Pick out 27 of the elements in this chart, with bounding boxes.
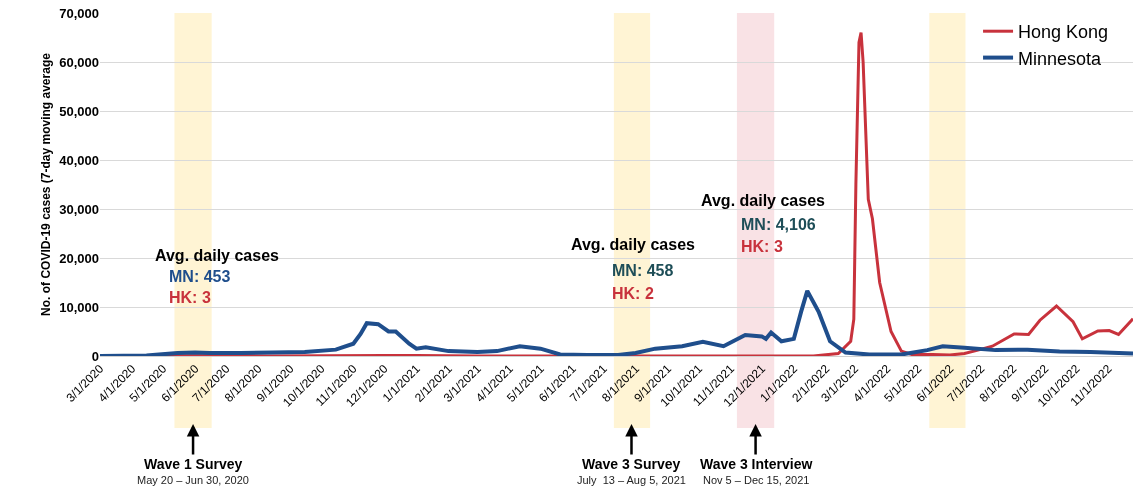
y-tick-label: 40,000 bbox=[59, 152, 99, 168]
y-tick-label: 50,000 bbox=[59, 103, 99, 119]
text: May 20 – Jun 30, 2020 bbox=[137, 474, 249, 486]
y-tick-label: 30,000 bbox=[59, 201, 99, 217]
y-tick-label: 60,000 bbox=[59, 54, 99, 70]
text: July 13 – Aug 5, 2021 bbox=[577, 474, 686, 486]
annotation: Avg. daily cases bbox=[701, 192, 826, 209]
y-tick-label: 0 bbox=[91, 348, 99, 364]
y-tick-label: 10,000 bbox=[59, 299, 99, 315]
annotation: Avg. daily cases bbox=[155, 247, 280, 264]
line-series bbox=[100, 288, 1133, 356]
text: Wave 3 Survey bbox=[582, 456, 681, 472]
text: Wave 1 Survey bbox=[144, 456, 243, 472]
text: Wave 3 Interview bbox=[700, 456, 813, 472]
annotation: HK: 3 bbox=[169, 289, 211, 306]
text: Nov 5 – Dec 15, 2021 bbox=[703, 474, 810, 486]
legend-label: Hong Kong bbox=[1018, 22, 1109, 43]
annotation: Avg. daily cases bbox=[571, 236, 696, 253]
annotation: HK: 3 bbox=[741, 238, 783, 255]
annotation: MN: 458 bbox=[612, 262, 674, 279]
legend-label: Minnesota bbox=[1018, 48, 1103, 69]
y-tick-label: 70,000 bbox=[59, 5, 99, 21]
y-axis-title: No. of COVID-19 cases (7-day moving average bbox=[38, 52, 53, 316]
annotation: MN: 453 bbox=[169, 268, 231, 285]
annotation: MN: 4,106 bbox=[741, 216, 816, 233]
annotation: HK: 2 bbox=[612, 285, 654, 302]
y-tick-label: 20,000 bbox=[59, 250, 99, 266]
